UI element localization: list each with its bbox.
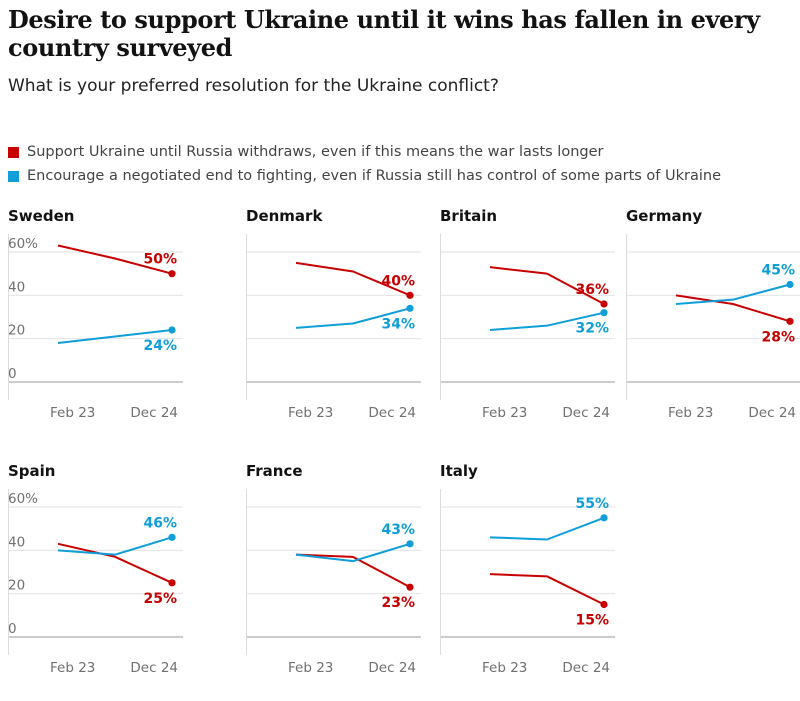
legend: Support Ukraine until Russia withdraws, … <box>8 140 721 188</box>
y-tick-label: 40 <box>8 279 25 295</box>
series-line-negotiate <box>57 536 173 556</box>
panel-title: Britain <box>440 207 498 225</box>
panel-plot: Feb 23 Dec 24 28% 45% <box>626 234 800 421</box>
x-tick-label: Feb 23 <box>288 405 333 421</box>
x-tick-label: Feb 23 <box>50 405 95 421</box>
y-tick-label: 20 <box>8 578 25 594</box>
panel-title: Germany <box>626 207 703 225</box>
panel-plot: Feb 23 Dec 24 40% 34% <box>246 234 421 421</box>
panel-germany: Feb 23 Dec 24 28% 45% Germany <box>626 207 800 421</box>
panel-title: Sweden <box>8 207 75 225</box>
legend-label-support: Support Ukraine until Russia withdraws, … <box>27 144 604 160</box>
chart-title: Desire to support Ukraine until it wins … <box>8 5 760 62</box>
end-point-support <box>406 583 414 591</box>
end-point-support <box>168 270 176 278</box>
value-label-support: 23% <box>381 595 415 611</box>
x-tick-label: Feb 23 <box>288 660 333 676</box>
panel-title: Denmark <box>246 207 323 225</box>
panel-title: France <box>246 462 303 480</box>
series-line-negotiate <box>675 283 791 305</box>
panel-title: Italy <box>440 462 478 480</box>
end-point-negotiate <box>600 309 608 317</box>
x-tick-label: Dec 24 <box>748 405 796 421</box>
series-line-support <box>489 266 605 305</box>
legend-item-support: Support Ukraine until Russia withdraws, … <box>8 140 721 164</box>
legend-swatch-support <box>8 146 19 158</box>
series-line-support <box>295 553 411 589</box>
end-point-support <box>600 300 608 308</box>
end-point-negotiate <box>406 304 414 312</box>
end-point-negotiate <box>786 280 794 289</box>
end-point-support <box>600 600 608 609</box>
value-label-support: 28% <box>761 329 795 345</box>
y-tick-label: 60% <box>8 236 38 252</box>
value-label-support: 25% <box>143 591 177 607</box>
value-label-negotiate: 55% <box>575 496 609 512</box>
y-tick-label: 0 <box>8 366 17 382</box>
panel-denmark: Feb 23 Dec 24 40% 34% Denmark <box>246 207 426 421</box>
panel-plot: Feb 23 Dec 24 15% 55% <box>440 489 615 676</box>
value-label-negotiate: 34% <box>381 316 415 332</box>
value-label-negotiate: 45% <box>761 263 795 279</box>
panel-italy: Feb 23 Dec 24 15% 55% Italy <box>440 462 620 676</box>
x-tick-label: Dec 24 <box>368 405 416 421</box>
value-label-support: 50% <box>143 252 177 268</box>
value-label-negotiate: 24% <box>143 338 177 354</box>
x-tick-label: Feb 23 <box>482 405 527 421</box>
y-tick-label: 60% <box>8 491 38 507</box>
x-tick-label: Dec 24 <box>368 660 416 676</box>
end-point-negotiate <box>168 326 176 334</box>
y-tick-label: 0 <box>8 621 17 637</box>
legend-label-negotiate: Encourage a negotiated end to fighting, … <box>27 168 722 184</box>
x-tick-label: Dec 24 <box>562 660 610 676</box>
panel-plot: Feb 23 Dec 24 36% 32% <box>440 234 615 421</box>
end-point-negotiate <box>168 533 176 541</box>
panel-plot: 60% 40 20 0 Feb 23 Dec 24 50% 24% <box>8 234 183 421</box>
x-tick-label: Feb 23 <box>50 660 95 676</box>
panel-plot: 60% 40 20 0 Feb 23 Dec 24 25% 46% <box>8 489 183 676</box>
legend-item-negotiate: Encourage a negotiated end to fighting, … <box>8 164 721 188</box>
series-line-support <box>57 244 173 275</box>
series-line-negotiate <box>57 329 173 344</box>
value-label-negotiate: 43% <box>381 522 415 538</box>
legend-swatch-negotiate <box>8 170 19 182</box>
value-label-support: 36% <box>575 282 609 298</box>
series-line-support <box>57 542 173 584</box>
end-point-negotiate <box>600 514 608 522</box>
series-line-negotiate <box>489 516 605 541</box>
chart-subtitle: What is your preferred resolution for th… <box>8 76 499 96</box>
x-tick-label: Dec 24 <box>130 405 178 421</box>
series-line-support <box>295 261 411 297</box>
series-line-negotiate <box>295 307 411 329</box>
x-tick-label: Feb 23 <box>482 660 527 676</box>
value-label-negotiate: 46% <box>143 515 177 531</box>
series-line-negotiate <box>489 311 605 331</box>
series-line-support <box>489 573 605 606</box>
x-tick-label: Dec 24 <box>562 405 610 421</box>
end-point-negotiate <box>406 540 414 548</box>
panel-title: Spain <box>8 462 56 480</box>
x-tick-label: Dec 24 <box>130 660 178 676</box>
value-label-support: 15% <box>575 613 609 629</box>
panel-france: Feb 23 Dec 24 23% 43% France <box>246 462 426 676</box>
panel-spain: 60% 40 20 0 Feb 23 Dec 24 25% 46% Spain <box>8 462 188 676</box>
series-line-negotiate <box>295 542 411 563</box>
y-tick-label: 40 <box>8 534 25 550</box>
end-point-support <box>168 579 176 587</box>
end-point-support <box>786 317 794 325</box>
value-label-negotiate: 32% <box>575 321 609 337</box>
panel-sweden: 60% 40 20 0 Feb 23 Dec 24 50% 24% Sweden <box>8 207 188 421</box>
panel-britain: Feb 23 Dec 24 36% 32% Britain <box>440 207 620 421</box>
panel-plot: Feb 23 Dec 24 23% 43% <box>246 489 421 676</box>
series-line-support <box>675 294 791 323</box>
y-tick-label: 20 <box>8 323 25 339</box>
x-tick-label: Feb 23 <box>668 405 713 421</box>
end-point-support <box>406 291 414 299</box>
value-label-support: 40% <box>381 273 415 289</box>
